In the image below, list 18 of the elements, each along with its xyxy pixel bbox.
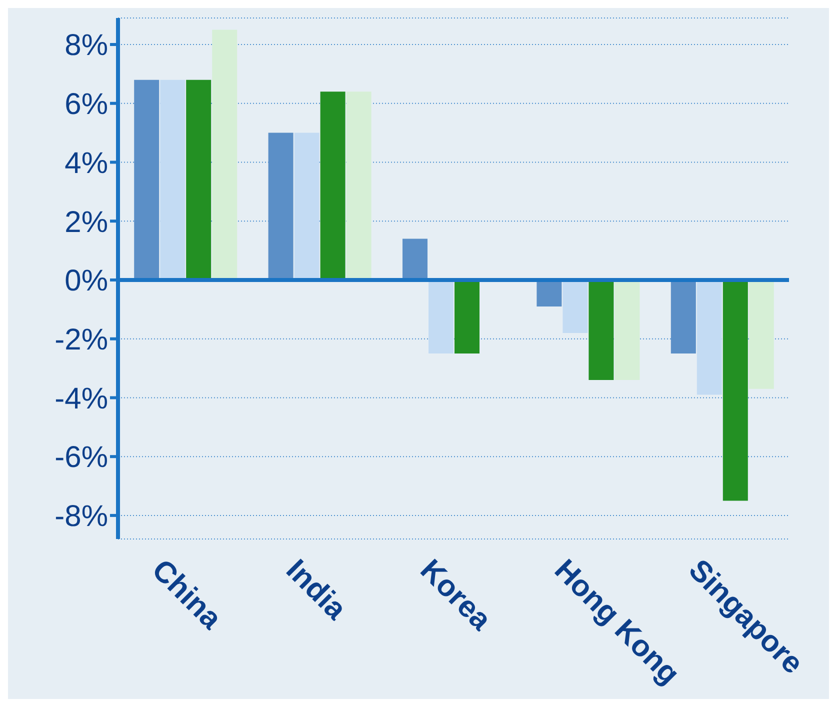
bar <box>186 80 212 280</box>
bar <box>320 92 346 280</box>
bar <box>402 238 428 280</box>
y-tick-label: -8% <box>54 500 108 534</box>
y-tick-label: -2% <box>54 323 108 356</box>
bar <box>160 80 186 280</box>
bar <box>268 132 294 280</box>
bar <box>346 92 372 280</box>
y-tick-label: 0% <box>64 264 108 298</box>
y-tick-label: 8% <box>64 29 108 62</box>
bar <box>294 132 320 280</box>
y-tick-label: -4% <box>54 382 108 416</box>
y-tick-label: -6% <box>54 441 108 474</box>
y-tick-label: 4% <box>64 146 108 180</box>
bar <box>212 30 238 280</box>
y-tick-label: 6% <box>64 88 108 122</box>
bar <box>134 80 160 280</box>
y-tick-label: 2% <box>64 206 108 239</box>
